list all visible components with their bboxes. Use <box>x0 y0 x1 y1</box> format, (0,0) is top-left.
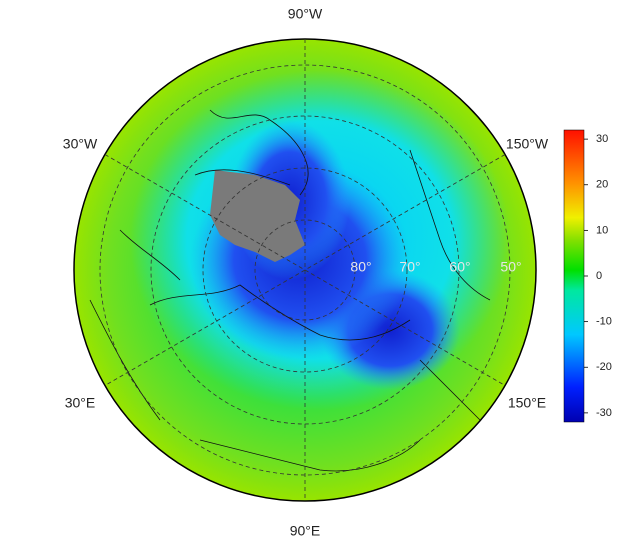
longitude-label: 150°W <box>506 136 549 152</box>
colorbar <box>563 129 585 423</box>
longitude-label: 90°E <box>290 523 321 539</box>
colorbar-tick-label: -10 <box>596 316 612 328</box>
colorbar-tick-label: 30 <box>596 133 608 145</box>
colorbar-tick-label: -30 <box>596 407 612 419</box>
latitude-label: 50° <box>500 259 521 275</box>
longitude-label: 90°W <box>288 6 323 22</box>
latitude-label: 60° <box>449 259 470 275</box>
latitude-label: 70° <box>399 259 420 275</box>
colorbar-tick-label: -20 <box>596 361 612 373</box>
colorbar-tick-label: 20 <box>596 179 608 191</box>
latitude-label: 80° <box>350 259 371 275</box>
longitude-label: 30°W <box>63 136 98 152</box>
longitude-label: 30°E <box>65 395 96 411</box>
colorbar-tick-label: 10 <box>596 224 608 236</box>
meridian <box>104 154 506 386</box>
longitude-label: 150°E <box>508 395 546 411</box>
graticule <box>99 39 511 501</box>
colorbar-tick-label: 0 <box>596 270 602 282</box>
